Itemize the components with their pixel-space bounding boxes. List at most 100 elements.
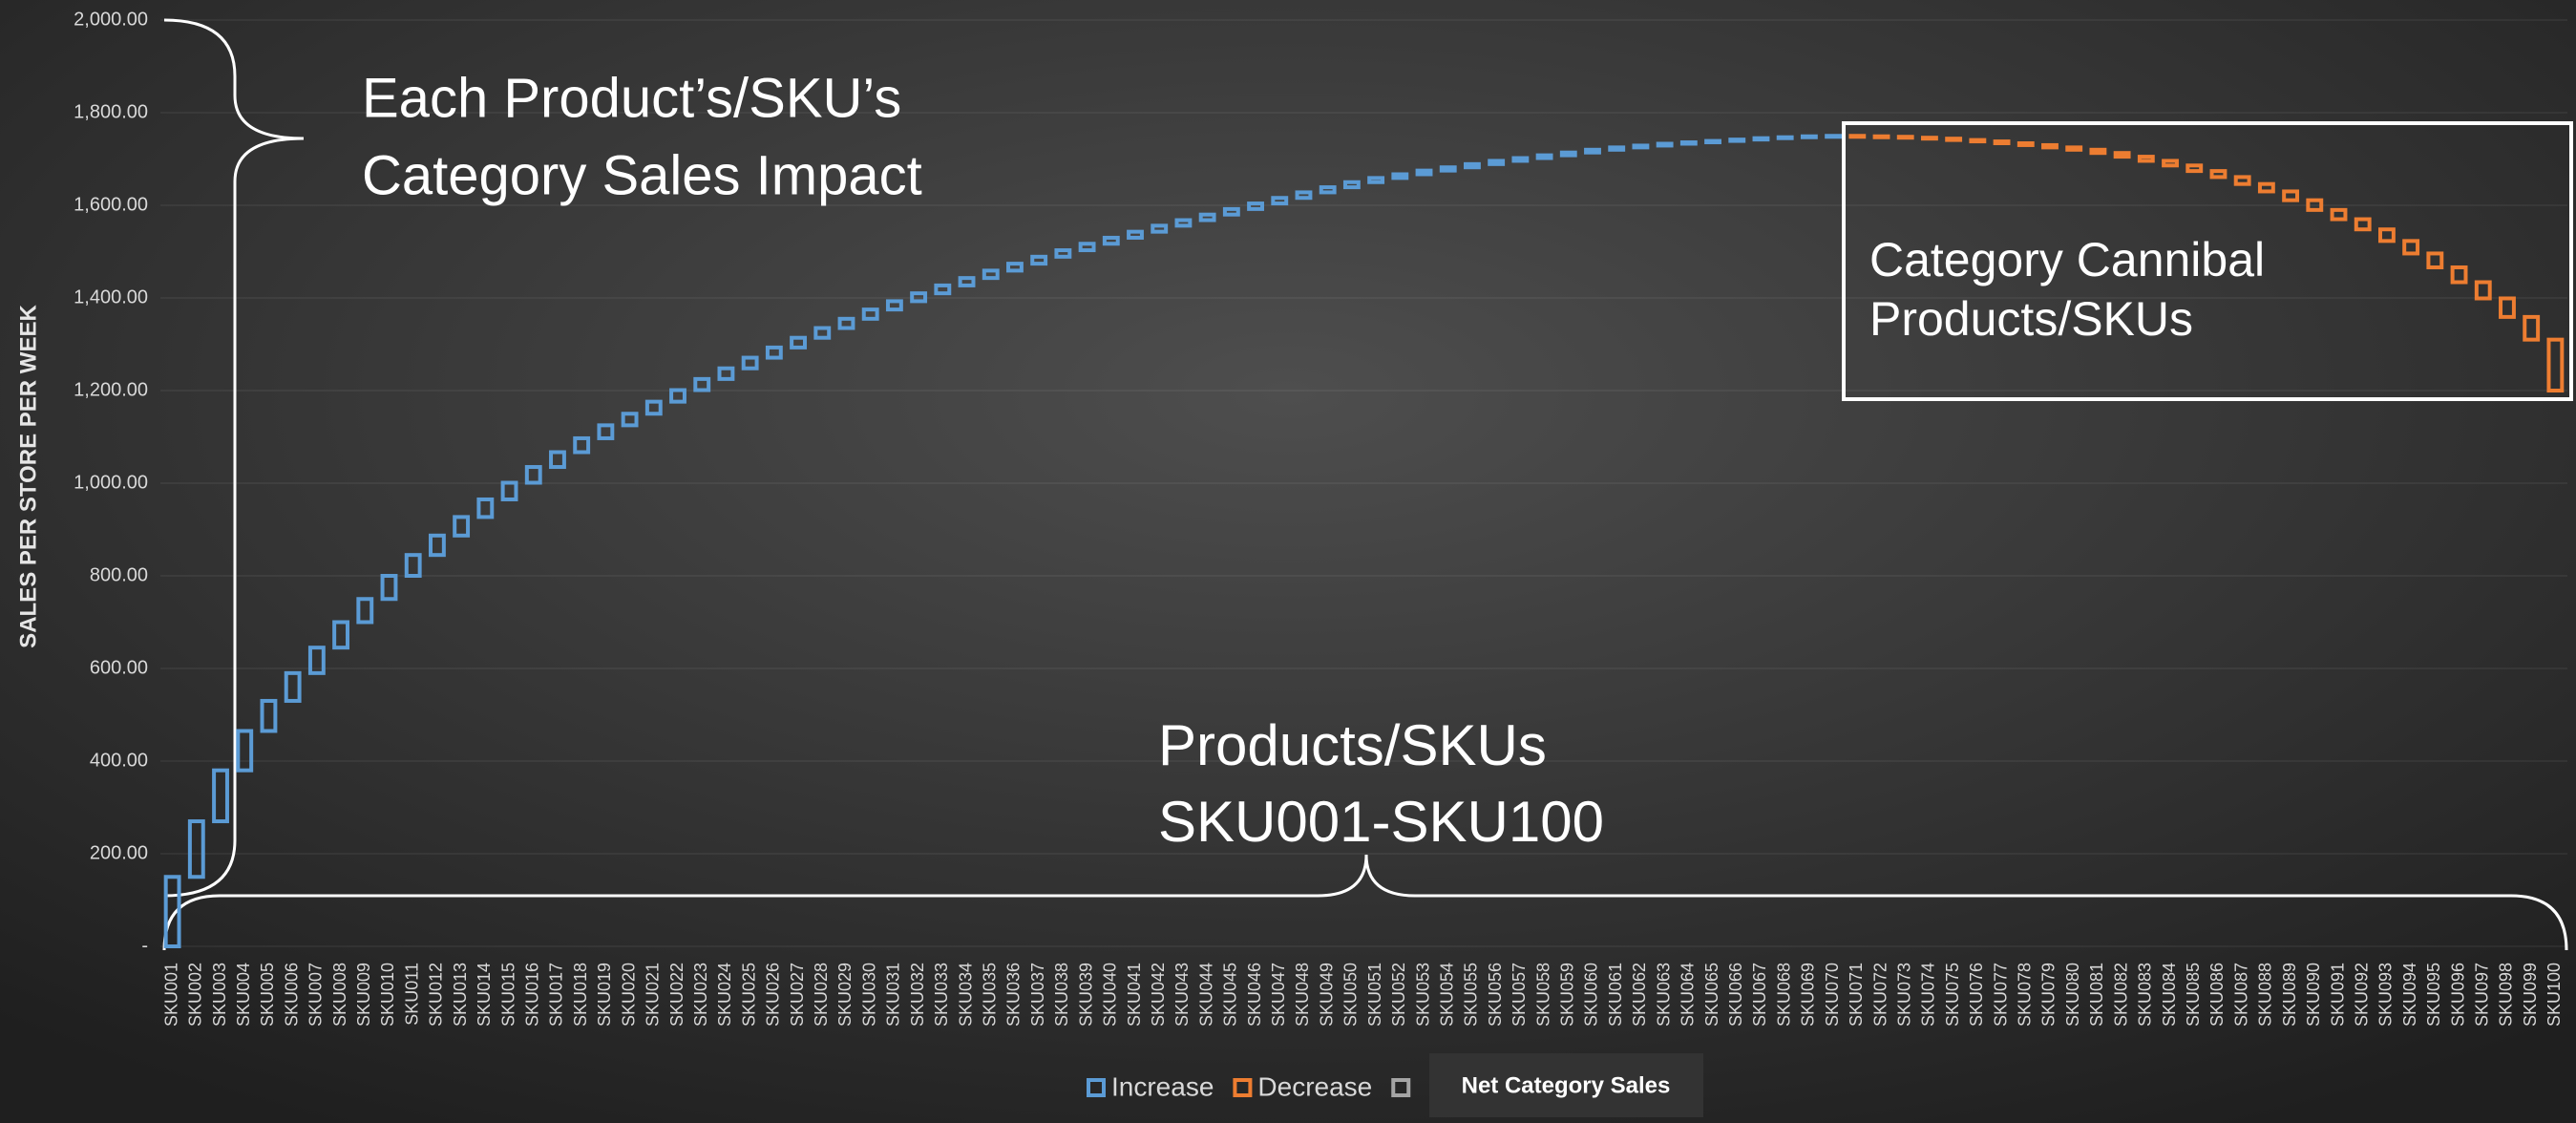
bar — [1656, 141, 1674, 148]
bar — [1559, 150, 1577, 158]
y-tick-label: 1,800.00 — [74, 101, 148, 122]
bar — [1367, 176, 1385, 184]
x-tick-label: SKU028 — [812, 963, 831, 1027]
x-tick-label: SKU087 — [2231, 963, 2250, 1027]
x-tick-label: SKU042 — [1149, 963, 1168, 1027]
x-tick-label: SKU065 — [1702, 963, 1721, 1027]
x-tick-label: SKU036 — [1004, 963, 1024, 1027]
x-tick-label: SKU034 — [956, 963, 975, 1027]
x-tick-label: SKU023 — [691, 963, 710, 1027]
x-tick-label: SKU048 — [1293, 963, 1312, 1027]
x-tick-label: SKU018 — [571, 963, 590, 1027]
bar — [1078, 242, 1096, 253]
bar — [1151, 223, 1169, 234]
x-tick-label: SKU029 — [835, 963, 855, 1027]
x-tick-label: SKU033 — [932, 963, 951, 1027]
bar — [741, 355, 759, 371]
bar — [1872, 134, 1890, 139]
x-tick-label: SKU032 — [908, 963, 927, 1027]
bar — [1825, 134, 1843, 139]
y-axis-label: SALES PER STORE PER WEEK — [15, 305, 41, 648]
bar — [476, 497, 495, 519]
x-tick-label: SKU040 — [1101, 963, 1120, 1027]
x-tick-label: SKU021 — [644, 963, 663, 1027]
x-tick-label: SKU043 — [1172, 963, 1192, 1027]
left-brace — [163, 18, 305, 898]
bar — [1632, 143, 1650, 150]
annotation: Category Sales Impact — [362, 144, 922, 206]
bar — [1222, 206, 1240, 217]
bar — [163, 875, 181, 948]
x-tick-label: SKU031 — [884, 963, 903, 1027]
tooltip-box — [1429, 1053, 1703, 1117]
x-tick-label: SKU026 — [764, 963, 783, 1027]
x-tick-label: SKU006 — [282, 963, 301, 1027]
x-tick-label: SKU072 — [1870, 963, 1890, 1027]
x-tick-label: SKU050 — [1341, 963, 1361, 1027]
x-tick-label: SKU096 — [2448, 963, 2467, 1027]
x-tick-label: SKU062 — [1630, 963, 1649, 1027]
bar — [2282, 189, 2300, 202]
bar — [1198, 212, 1216, 222]
bar — [2450, 265, 2468, 285]
x-tick-label: SKU014 — [475, 963, 494, 1027]
bar — [2016, 141, 2035, 147]
bar — [1608, 145, 1626, 152]
x-tick-label: SKU058 — [1533, 963, 1552, 1027]
bar — [597, 423, 615, 440]
x-tick-label: SKU030 — [859, 963, 878, 1027]
x-tick-label: SKU022 — [667, 963, 686, 1027]
x-tick-label: SKU060 — [1582, 963, 1601, 1027]
x-tick-label: SKU071 — [1847, 963, 1866, 1027]
bar — [2041, 142, 2059, 150]
y-tick-label: 600.00 — [90, 657, 148, 678]
y-tick-label: 400.00 — [90, 750, 148, 771]
bar — [1415, 168, 1433, 177]
bar — [1174, 218, 1193, 228]
bar — [1945, 137, 1963, 142]
tooltip: Net Category Sales — [1462, 1072, 1671, 1098]
bar — [1030, 254, 1048, 266]
y-tick-label: 200.00 — [90, 842, 148, 863]
x-tick-label: SKU045 — [1221, 963, 1240, 1027]
bar — [500, 480, 518, 501]
x-tick-label: SKU046 — [1245, 963, 1264, 1027]
bar — [837, 316, 855, 330]
y-tick-label: 800.00 — [90, 564, 148, 585]
bar — [982, 268, 1000, 281]
bar — [2113, 151, 2131, 159]
bar — [1896, 135, 1914, 140]
bar — [813, 326, 832, 340]
bar — [2162, 159, 2179, 168]
x-tick-label: SKU079 — [2039, 963, 2059, 1027]
bar — [573, 435, 591, 455]
x-tick-label: SKU015 — [498, 963, 517, 1027]
bar — [260, 698, 278, 733]
x-tick-label: SKU068 — [1774, 963, 1793, 1027]
x-tick-label: SKU027 — [788, 963, 807, 1027]
annotation: Category Cannibal — [1869, 233, 2265, 286]
x-tick-label: SKU003 — [210, 963, 229, 1027]
x-tick-label: SKU089 — [2280, 963, 2299, 1027]
x-tick-label: SKU012 — [427, 963, 446, 1027]
x-tick-label: SKU001 — [161, 963, 180, 1027]
x-tick-label: SKU097 — [2473, 963, 2492, 1027]
x-tick-label: SKU085 — [2184, 963, 2203, 1027]
bar — [1102, 235, 1120, 246]
x-tick-label: SKU059 — [1558, 963, 1577, 1027]
bar — [2306, 198, 2324, 212]
bar — [1054, 248, 1072, 259]
bar — [187, 819, 205, 879]
x-tick-label: SKU063 — [1654, 963, 1673, 1027]
y-tick-label: 2,000.00 — [74, 9, 148, 30]
annotation: Products/SKUs — [1158, 713, 1547, 777]
x-tick-label: SKU080 — [2063, 963, 2082, 1027]
bar — [284, 670, 302, 703]
bar — [1752, 136, 1770, 142]
bar — [332, 620, 350, 650]
bar — [2546, 337, 2565, 392]
y-tick-label: 1,000.00 — [74, 472, 148, 493]
x-tick-label: SKU086 — [2207, 963, 2227, 1027]
x-tick-label: SKU076 — [1967, 963, 1986, 1027]
